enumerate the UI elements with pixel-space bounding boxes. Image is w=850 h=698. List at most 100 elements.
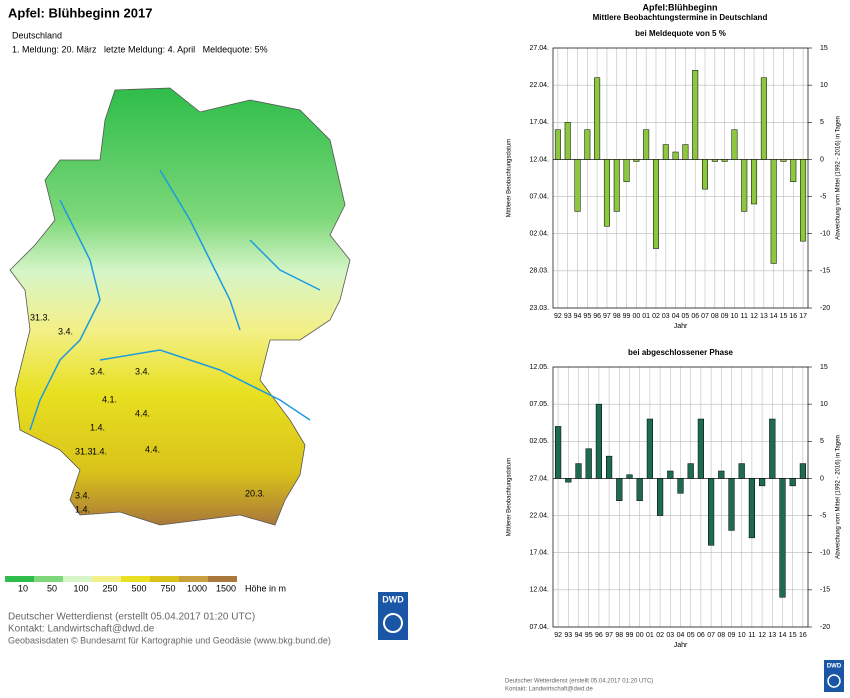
x-tick-label: 15 [780,313,788,320]
bar [721,159,728,162]
x-tick-label: 99 [623,313,631,320]
y2-tick-label: -10 [820,550,830,557]
bar [643,129,650,160]
x-tick-label: 97 [603,313,611,320]
x-tick-label: 00 [636,632,644,639]
legend-label: 100 [73,583,88,593]
panel-footer: Deutscher Wetterdienst (erstellt 05.04.2… [505,679,653,685]
y2-tick-label: -5 [820,193,826,200]
x-tick-label: 92 [554,632,562,639]
x-tick-label: 94 [574,313,582,320]
map-annotation: 3.4. [90,366,105,376]
y2-tick-label: 15 [820,45,828,52]
dwd-logo-swirl [827,674,841,688]
legend-unit: Höhe in m [245,583,286,593]
y-tick-label: 27.04. [530,475,550,482]
y-tick-label: 22.04. [530,512,550,519]
map-annotation: 3.4. [135,366,150,376]
x-tick-label: 08 [711,313,719,320]
y2-axis-label: Abweichung vom Mittel (1992 - 2016) in T… [836,116,842,240]
bar [667,470,674,479]
x-tick-label: 92 [554,313,562,320]
legend-swatch [63,576,92,582]
y2-tick-label: 10 [820,82,828,89]
plot-frame [552,47,809,309]
x-tick-label: 97 [605,632,613,639]
bar [636,478,643,501]
map-annotation: 1.4. [75,504,90,514]
map-annotation: 1.4. [90,422,105,432]
region: Deutschland [12,30,62,40]
bar [800,159,807,242]
bar [789,478,796,487]
bar [594,77,601,160]
y-tick-label: 12.05. [530,364,550,371]
y2-tick-label: 15 [820,364,828,371]
legend-label: 1500 [216,583,236,593]
bar [760,77,767,160]
bar [718,470,725,479]
legend-swatch [34,576,63,582]
x-axis-label: Jahr [674,642,688,649]
x-tick-label: 13 [768,632,776,639]
x-tick-label: 12 [750,313,758,320]
x-tick-label: 96 [595,632,603,639]
footer-line: Deutscher Wetterdienst (erstellt 05.04.2… [8,612,255,623]
x-tick-label: 16 [789,313,797,320]
bar [779,478,786,598]
y-tick-label: 02.04. [530,231,550,238]
x-tick-label: 02 [656,632,664,639]
bar [574,159,581,212]
bar [682,144,689,160]
map-annotation: 20.3. [245,488,265,498]
x-tick-label: 95 [583,313,591,320]
y2-tick-label: -15 [820,268,830,275]
footer-line: Kontakt: Landwirtschaft@dwd.de [8,624,155,635]
bar [613,159,620,212]
x-tick-label: 95 [585,632,593,639]
x-tick-label: 16 [799,632,807,639]
x-tick-label: 08 [717,632,725,639]
legend-swatch [208,576,237,582]
bar [662,144,669,160]
bar [790,159,797,182]
y-tick-label: 28.03. [530,268,550,275]
bar [731,129,738,160]
panel-subtitle: Mittlere Beobachtungstermine in Deutschl… [593,13,768,22]
bar [697,418,705,479]
x-tick-label: 10 [738,632,746,639]
germany-map [9,87,351,526]
bar [565,478,572,483]
bar [623,159,630,182]
x-tick-label: 14 [770,313,778,320]
legend-swatch [92,576,121,582]
bar [770,159,777,264]
y-tick-label: 12.04. [530,156,550,163]
x-tick-label: 96 [593,313,601,320]
bar [758,478,766,487]
dwd-logo-swirl [383,613,403,633]
bar [575,463,582,479]
bar [677,478,684,494]
map-annotation: 3.4. [75,490,90,500]
bar [751,159,758,205]
legend-swatch [150,576,179,582]
x-tick-label: 09 [728,632,736,639]
bar [633,159,640,162]
map-annotation: 31.3. [75,446,95,456]
bar [595,403,603,479]
x-tick-label: 13 [760,313,768,320]
bar [584,129,591,160]
bar [799,463,807,479]
x-tick-label: 04 [677,632,685,639]
y2-tick-label: -10 [820,231,830,238]
bar [769,418,776,479]
y-tick-label: 27.04. [530,45,550,52]
x-tick-label: 98 [613,313,621,320]
y2-tick-label: 0 [820,156,824,163]
bar [605,455,613,479]
x-tick-label: 07 [701,313,709,320]
info: 1. Meldung: 20. März letzte Meldung: 4. … [12,44,268,54]
x-tick-label: 01 [642,313,650,320]
legend-label: 500 [131,583,146,593]
